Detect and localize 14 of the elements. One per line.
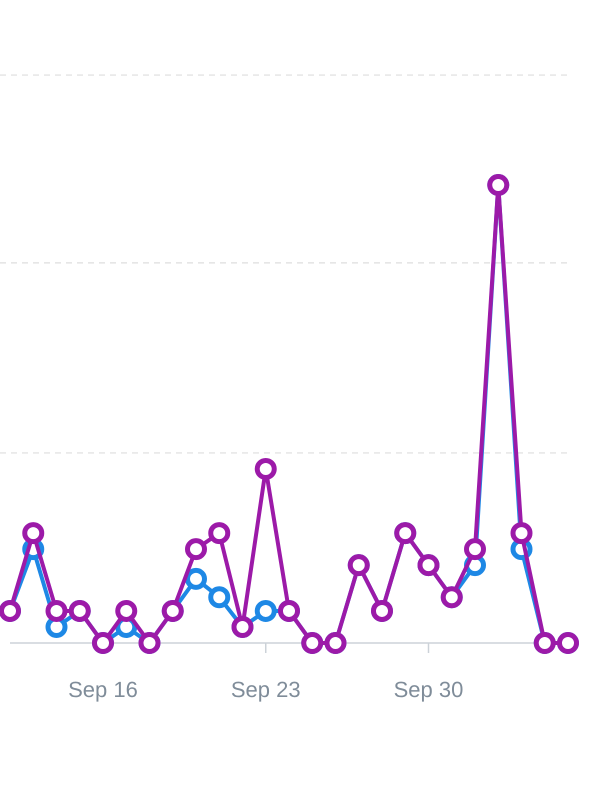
point bbox=[464, 538, 486, 560]
x-tick-label: Sep 16 bbox=[68, 677, 138, 702]
point bbox=[208, 522, 230, 544]
point bbox=[115, 600, 138, 622]
point bbox=[254, 458, 277, 480]
point bbox=[510, 522, 532, 544]
point bbox=[208, 586, 230, 608]
point bbox=[185, 568, 207, 590]
point bbox=[46, 600, 68, 622]
x-tick-label: Sep 23 bbox=[230, 677, 301, 702]
x-tick-label: Sep 30 bbox=[394, 677, 464, 702]
point bbox=[22, 522, 44, 544]
point bbox=[254, 600, 277, 622]
point bbox=[185, 538, 207, 560]
